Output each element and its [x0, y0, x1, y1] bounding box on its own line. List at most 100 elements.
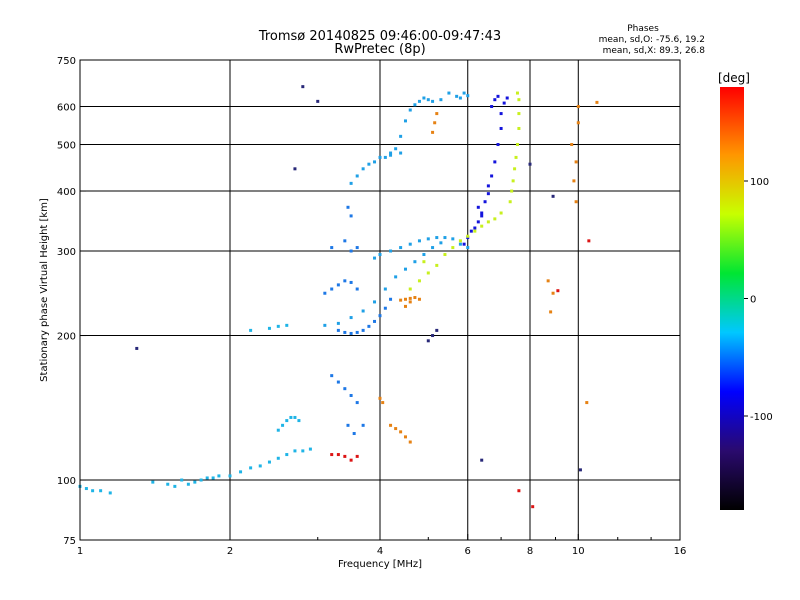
data-point	[422, 260, 426, 264]
data-point	[493, 160, 497, 164]
data-point	[352, 432, 356, 436]
data-point	[355, 246, 359, 250]
data-point	[394, 275, 398, 279]
data-point	[408, 242, 412, 246]
data-point	[135, 346, 139, 350]
data-point	[517, 489, 521, 493]
data-point	[426, 271, 430, 275]
x-tick-label: 16	[674, 546, 687, 557]
data-point	[549, 310, 553, 314]
data-point	[469, 229, 473, 233]
data-point	[166, 482, 170, 486]
data-point	[361, 328, 365, 332]
data-point	[349, 394, 353, 398]
stats-line-x: mean, sd,X: 89.3, 26.8	[603, 46, 706, 56]
data-point	[199, 478, 203, 482]
data-point	[217, 474, 221, 478]
data-point	[417, 297, 421, 301]
data-point	[431, 334, 435, 338]
data-point	[343, 454, 347, 458]
data-point	[417, 239, 421, 243]
data-point	[556, 289, 560, 293]
grid-lines	[80, 60, 680, 540]
data-point	[431, 130, 435, 134]
data-point	[473, 229, 477, 233]
data-point	[346, 205, 350, 209]
data-point	[330, 453, 334, 457]
data-point	[285, 323, 289, 327]
data-point	[458, 242, 462, 246]
data-point	[349, 458, 353, 462]
y-tick-label: 600	[57, 103, 76, 114]
data-point	[346, 423, 350, 427]
data-point	[403, 435, 407, 439]
data-point	[408, 300, 412, 304]
data-point	[496, 143, 500, 147]
data-point	[499, 112, 503, 116]
y-tick-label: 100	[57, 476, 76, 487]
data-point	[293, 167, 297, 171]
data-point	[343, 330, 347, 334]
data-point	[505, 96, 509, 100]
data-point	[399, 430, 403, 434]
data-point	[480, 458, 484, 462]
data-point	[308, 447, 312, 451]
data-point	[408, 296, 412, 300]
data-point	[576, 105, 580, 109]
data-point	[293, 415, 297, 419]
y-tick-label: 400	[57, 187, 76, 198]
data-point	[293, 449, 297, 453]
data-point	[508, 200, 512, 204]
data-point	[389, 249, 393, 253]
data-point	[435, 112, 439, 116]
x-axis: 1 2 4 6 8 10 16	[77, 534, 687, 557]
data-point	[399, 134, 403, 138]
data-point	[301, 85, 305, 89]
data-point	[480, 224, 484, 228]
data-point	[205, 476, 209, 480]
data-point	[239, 470, 243, 474]
data-point	[378, 155, 382, 159]
data-point	[276, 428, 280, 432]
data-point	[355, 454, 359, 458]
data-point	[473, 226, 477, 230]
x-tick-label: 2	[227, 546, 233, 557]
data-point	[426, 237, 430, 241]
data-point	[514, 155, 518, 159]
data-point	[502, 101, 506, 105]
data-point	[513, 167, 517, 171]
data-point	[336, 453, 340, 457]
x-axis-label: Frequency [MHz]	[338, 559, 422, 570]
data-point	[595, 100, 599, 104]
data-point	[572, 179, 576, 183]
data-point	[455, 94, 459, 98]
stats-heading: Phases	[627, 24, 659, 34]
data-point	[476, 205, 480, 209]
data-point	[433, 121, 437, 125]
data-point	[297, 419, 301, 423]
data-point	[403, 304, 407, 308]
data-point	[510, 189, 514, 193]
data-point	[108, 491, 112, 495]
data-point	[490, 174, 494, 178]
data-point	[389, 297, 393, 301]
data-point	[389, 423, 393, 427]
data-point	[435, 236, 439, 240]
data-point	[316, 99, 320, 103]
x-tick-label: 1	[77, 546, 83, 557]
colorbar-tick-label: 0	[750, 295, 756, 306]
data-point	[499, 126, 503, 130]
data-point	[361, 167, 365, 171]
data-point	[490, 105, 494, 109]
y-tick-label: 200	[57, 332, 76, 343]
data-point	[355, 287, 359, 291]
data-point	[355, 401, 359, 405]
data-point	[486, 220, 490, 224]
data-point	[323, 291, 327, 295]
data-point	[193, 480, 197, 484]
data-point	[389, 151, 393, 155]
data-point	[476, 220, 480, 224]
data-point	[267, 326, 271, 330]
data-point	[439, 241, 443, 245]
